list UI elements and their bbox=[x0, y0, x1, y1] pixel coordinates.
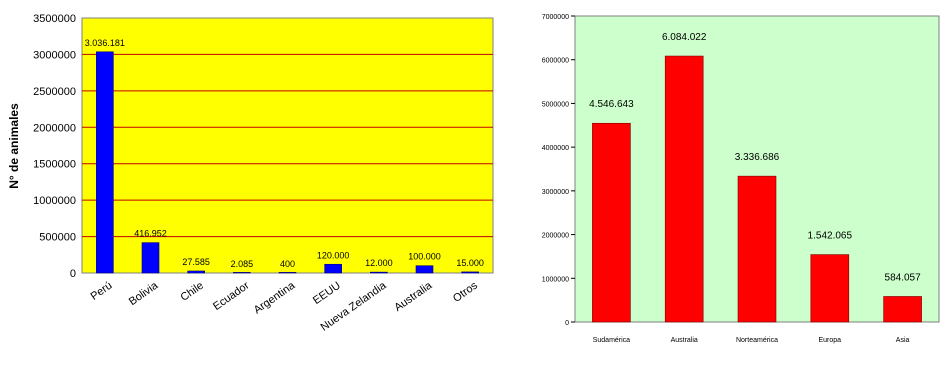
right-data-label: 1.542.065 bbox=[808, 231, 853, 242]
right-x-tick-label: Sudamérica bbox=[593, 337, 630, 344]
right-y-tick-label: 4000000 bbox=[542, 145, 569, 152]
right-x-tick-label: Norteamérica bbox=[736, 337, 778, 344]
left-y-tick-label: 3500000 bbox=[33, 13, 76, 25]
right-y-tick-label: 0 bbox=[565, 320, 569, 327]
left-x-tick-label: Argentina bbox=[252, 279, 298, 316]
left-bar bbox=[278, 272, 297, 274]
left-x-tick-label: Ecuador bbox=[211, 279, 252, 313]
right-bar bbox=[664, 55, 704, 323]
left-plot-area bbox=[81, 17, 494, 274]
left-x-tick-label: Bolivia bbox=[127, 279, 161, 308]
right-y-tick-label: 5000000 bbox=[542, 101, 569, 108]
left-y-tick-label: 2500000 bbox=[33, 86, 76, 98]
left-y-tick-label: 3000000 bbox=[33, 49, 76, 61]
left-data-label: 3.036.181 bbox=[85, 38, 125, 48]
right-y-tick-label: 6000000 bbox=[542, 58, 569, 65]
left-bar-chart: 0 500000 1000000 1500000 2000000 2500000 30000… bbox=[7, 13, 494, 334]
right-y-tick-label: 3000000 bbox=[542, 189, 569, 196]
right-data-label: 4.546.643 bbox=[589, 99, 634, 110]
right-x-tick-label: Australia bbox=[671, 337, 698, 344]
right-y-tick-label: 1000000 bbox=[542, 276, 569, 283]
right-plot-area bbox=[574, 15, 940, 323]
left-bar bbox=[141, 242, 160, 274]
right-data-label: 3.336.686 bbox=[735, 152, 780, 163]
left-x-tick-label: Perú bbox=[89, 280, 115, 303]
left-y-tick-label: 1000000 bbox=[33, 195, 76, 207]
left-x-tick-label: Chile bbox=[178, 280, 205, 304]
left-y-tick-label: 1500000 bbox=[33, 159, 76, 171]
left-y-tick-label: 500000 bbox=[39, 232, 76, 244]
left-bar bbox=[370, 271, 388, 274]
left-data-label: 27.585 bbox=[182, 257, 210, 267]
left-x-tick-label: Australia bbox=[392, 279, 435, 314]
right-bar bbox=[883, 296, 922, 323]
left-data-label: 2.085 bbox=[231, 259, 254, 269]
left-data-label: 100.000 bbox=[408, 252, 441, 262]
right-bar bbox=[737, 175, 777, 323]
right-x-tick-label: Europa bbox=[819, 337, 842, 344]
left-y-tick-label: 0 bbox=[70, 268, 76, 280]
left-x-tick-label: EEUU bbox=[311, 280, 343, 307]
left-bar bbox=[187, 270, 205, 274]
left-data-label: 12.000 bbox=[365, 258, 393, 268]
left-bar bbox=[324, 263, 342, 274]
right-y-tick-label: 2000000 bbox=[542, 233, 569, 240]
right-data-label: 6.084.022 bbox=[662, 32, 707, 43]
right-x-tick-label: Asia bbox=[896, 337, 910, 344]
left-bar bbox=[96, 51, 114, 274]
left-x-tick-label: Otros bbox=[451, 279, 480, 305]
right-bar bbox=[592, 122, 631, 323]
left-data-label: 120.000 bbox=[317, 250, 350, 260]
left-data-label: 15.000 bbox=[456, 258, 484, 268]
left-y-tick-label: 2000000 bbox=[33, 122, 76, 134]
left-bar bbox=[461, 271, 479, 274]
left-y-axis-label: N° de animales bbox=[7, 103, 21, 189]
left-data-label: 416.952 bbox=[134, 229, 167, 239]
right-y-tick-label: 7000000 bbox=[542, 14, 569, 21]
right-data-label: 584.057 bbox=[885, 272, 922, 283]
left-data-label: 400 bbox=[280, 259, 295, 269]
left-bar bbox=[415, 265, 434, 274]
right-bar bbox=[810, 254, 850, 323]
left-bar bbox=[233, 272, 251, 274]
